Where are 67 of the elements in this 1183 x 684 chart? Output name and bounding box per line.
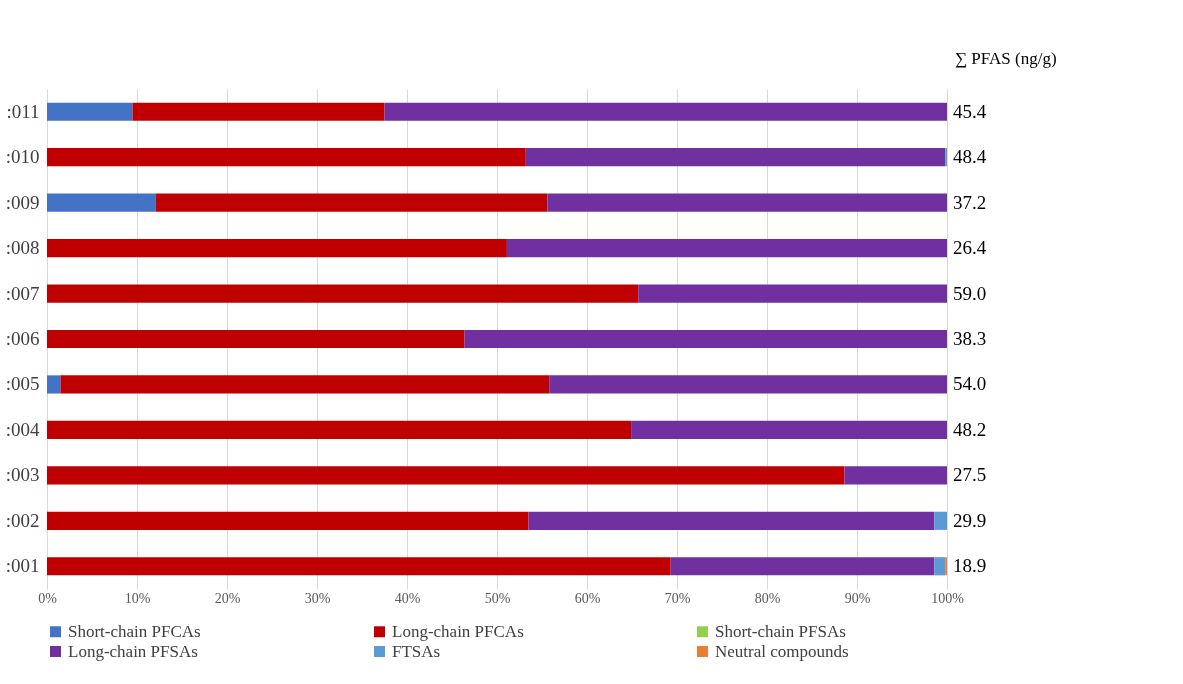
legend-label: Long-chain PFSAs: [68, 641, 198, 661]
bar: [934, 511, 947, 530]
text: 59.0: [953, 282, 987, 304]
x-tick-label: 30%: [304, 590, 331, 606]
bar: [47, 420, 632, 439]
legend-label: Neutral compounds: [715, 641, 849, 661]
bar: [47, 329, 465, 349]
bar: [525, 148, 946, 167]
bar: [47, 375, 61, 394]
x-tick-label: 70%: [664, 590, 691, 606]
text: 38.3: [953, 328, 987, 349]
x-tick-label: 20%: [214, 590, 241, 606]
bar: [47, 466, 845, 485]
bar: [464, 329, 947, 349]
bar: [506, 239, 947, 258]
x-tick-label: 50%: [484, 590, 511, 606]
text: 48.4: [953, 146, 987, 168]
y-tick-label: :010: [5, 146, 40, 168]
y-tick-label: :011: [6, 100, 40, 122]
bar: [132, 102, 385, 121]
text: 54.0: [953, 373, 987, 395]
x-tick-label: 100%: [931, 590, 965, 606]
text: 37.2: [953, 191, 987, 213]
x-tick-label: 40%: [394, 590, 421, 606]
y-tick-label: :005: [5, 373, 40, 395]
bar: [844, 466, 947, 485]
y-tick-label: :004: [5, 418, 40, 440]
x-tick-label: 0%: [38, 590, 58, 606]
text: 45.4: [953, 100, 987, 122]
text: ∑ PFAS (ng/g): [955, 49, 1057, 68]
legend-label: Short-chain PFCAs: [68, 621, 201, 641]
bar: [528, 511, 935, 530]
y-tick-label: :003: [5, 464, 40, 486]
text: 26.4: [953, 237, 987, 259]
text: 29.9: [953, 509, 987, 531]
legend-label: FTSAs: [392, 641, 441, 661]
bar: [47, 239, 507, 258]
y-tick-label: :007: [5, 282, 40, 304]
text: 18.9: [953, 555, 987, 577]
text: 27.5: [953, 464, 987, 486]
bar: [155, 193, 548, 212]
y-tick-label: :002: [5, 509, 40, 531]
x-tick-label: 80%: [754, 590, 781, 606]
y-tick-label: :009: [5, 191, 40, 213]
x-tick-label: 90%: [844, 590, 871, 606]
legend-label: Long-chain PFCAs: [392, 621, 524, 641]
y-tick-label: :008: [5, 237, 40, 259]
bar: [47, 148, 526, 167]
bar: [934, 557, 946, 576]
bar: [549, 375, 947, 394]
bar: [47, 284, 639, 303]
bar: [670, 557, 935, 576]
bar: [547, 193, 947, 212]
bar: [47, 557, 671, 576]
bar: [47, 193, 156, 212]
y-tick-label: :001: [5, 555, 40, 577]
bar: [47, 102, 133, 121]
text: 48.2: [953, 418, 987, 440]
bar: [60, 375, 550, 394]
y-tick-label: :006: [5, 328, 40, 349]
bar: [384, 102, 947, 121]
bar: [638, 284, 947, 303]
bar: [47, 511, 529, 530]
bar: [631, 420, 947, 439]
legend-label: Short-chain PFSAs: [715, 621, 846, 641]
x-tick-label: 10%: [124, 590, 151, 606]
x-tick-label: 60%: [574, 590, 601, 606]
